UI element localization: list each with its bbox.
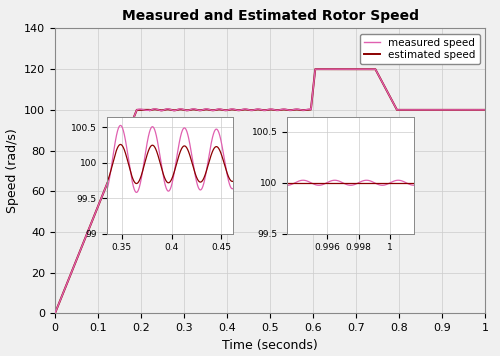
estimated speed	[482, 108, 488, 112]
estimated speed	[325, 67, 331, 71]
estimated speed	[306, 108, 312, 112]
measured speed	[482, 108, 488, 112]
measured speed	[371, 67, 377, 71]
estimated speed	[371, 67, 377, 71]
estimated speed	[74, 257, 80, 262]
Line: estimated speed: estimated speed	[55, 69, 485, 313]
X-axis label: Time (seconds): Time (seconds)	[222, 339, 318, 352]
measured speed	[325, 67, 331, 71]
measured speed	[208, 108, 214, 112]
Title: Measured and Estimated Rotor Speed: Measured and Estimated Rotor Speed	[122, 9, 418, 23]
Legend: measured speed, estimated speed: measured speed, estimated speed	[360, 34, 480, 64]
measured speed	[74, 257, 80, 262]
estimated speed	[312, 67, 318, 71]
Y-axis label: Speed (rad/s): Speed (rad/s)	[6, 129, 18, 213]
estimated speed	[52, 311, 58, 315]
Line: measured speed: measured speed	[55, 69, 485, 313]
measured speed	[312, 67, 318, 71]
measured speed	[52, 311, 58, 315]
measured speed	[306, 107, 312, 111]
measured speed	[394, 108, 400, 112]
estimated speed	[394, 108, 400, 112]
estimated speed	[208, 108, 214, 112]
